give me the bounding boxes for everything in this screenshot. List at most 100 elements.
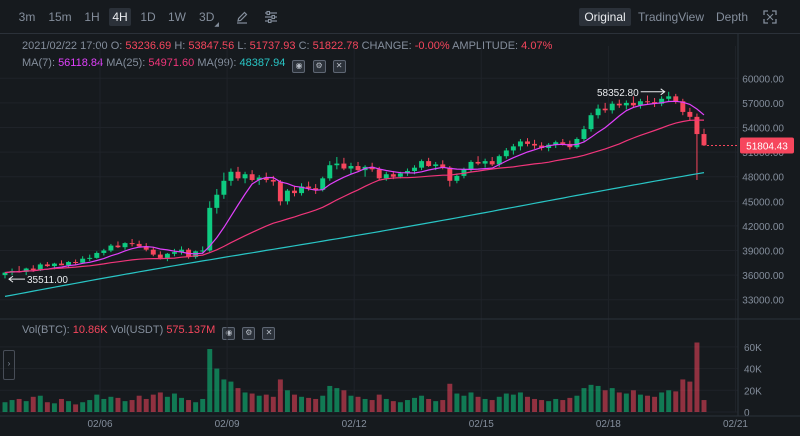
volume-bar (171, 393, 177, 412)
candle-body (348, 166, 354, 169)
volume-bar (292, 394, 297, 412)
volume-bar (666, 390, 672, 412)
candle-body (157, 254, 163, 258)
candle-body (609, 103, 615, 111)
candle-body (292, 190, 297, 194)
interval-1w[interactable]: 1W (168, 10, 186, 24)
high-label: H: (174, 40, 186, 52)
ma25-label: MA(25): (106, 57, 146, 69)
volume-bar (503, 393, 509, 412)
candle-body (574, 138, 580, 148)
ma-close-icon[interactable]: ✕ (332, 60, 346, 73)
candle-body (179, 249, 184, 253)
volume-bar (200, 398, 206, 412)
view-tradingview[interactable]: TradingView (637, 10, 705, 24)
volume-bar (320, 395, 326, 412)
volume-bar (30, 396, 36, 412)
candle-body (164, 253, 170, 258)
candle-body (355, 166, 361, 171)
candle-body (517, 141, 523, 147)
high-marker-label: 58352.80 (597, 88, 639, 99)
candle-body (150, 249, 156, 255)
volume-bar (270, 396, 276, 412)
volume-bar (489, 400, 495, 412)
candle-body (588, 115, 594, 130)
candle-body (59, 263, 64, 266)
volume-bar (567, 397, 573, 412)
volume-bar (334, 388, 340, 412)
ma99-value: 48387.94 (239, 57, 286, 69)
volume-bar (157, 392, 163, 412)
candle-body (320, 178, 326, 190)
interval-3d-label: 3D (199, 10, 215, 24)
volume-bar (108, 396, 114, 412)
vol-close-icon[interactable]: ✕ (262, 327, 276, 340)
fullscreen-icon[interactable] (760, 8, 780, 26)
last-price-text: 51804.43 (746, 142, 788, 153)
ma-settings-gear-icon[interactable]: ⚙ (312, 60, 326, 73)
volume-bar (341, 390, 347, 412)
change-label: CHANGE: (361, 40, 412, 52)
indicator-settings-icon[interactable] (262, 8, 280, 26)
date-axis-label: 02/06 (87, 419, 112, 430)
price-axis-label: 60000.00 (742, 74, 784, 85)
candle-body (616, 103, 622, 106)
interval-15m[interactable]: 15m (48, 10, 72, 24)
volume-bar (553, 398, 559, 412)
candle-body (510, 146, 516, 151)
volume-bar (207, 349, 213, 412)
candle-body (680, 101, 686, 112)
low-value: 51737.93 (249, 40, 296, 52)
candle-body (284, 190, 290, 202)
vol-settings-gear-icon[interactable]: ⚙ (242, 327, 256, 340)
candle-body (397, 173, 403, 177)
volume-bar (235, 388, 241, 412)
candle-body (532, 143, 538, 146)
volume-bar (2, 402, 8, 412)
candle-body (214, 194, 220, 208)
candle-body (80, 258, 86, 263)
view-depth[interactable]: Depth (715, 10, 749, 24)
open-label: O: (110, 40, 123, 52)
candle-body (645, 101, 650, 103)
interval-3m[interactable]: 3m (18, 10, 36, 24)
price-axis-label: 57000.00 (742, 99, 784, 110)
vol-btc-value: 10.86K (72, 324, 108, 336)
candle-body (419, 161, 425, 168)
ma-visibility-eye-icon[interactable]: ◉ (292, 60, 306, 73)
volume-bar (73, 404, 79, 412)
view-original[interactable]: Original (579, 8, 631, 26)
candle-body (447, 167, 453, 181)
volume-bar (249, 393, 255, 412)
toolbar-divider (0, 33, 800, 34)
ma7-line (4, 100, 705, 274)
candle-body (73, 261, 79, 263)
open-value: 53236.69 (125, 40, 172, 52)
volume-bar (525, 396, 530, 412)
volume-bar (694, 342, 700, 412)
low-label: L: (237, 40, 247, 52)
candle-body (560, 142, 566, 144)
candle-body (171, 252, 177, 254)
interval-1d[interactable]: 1D (140, 10, 156, 24)
ma7-value: 56118.84 (58, 57, 104, 69)
candle-body (440, 164, 446, 168)
candle-body (51, 263, 57, 267)
pencil-icon[interactable] (233, 8, 251, 26)
volume-bar (150, 394, 156, 412)
candle-body (503, 150, 509, 157)
interval-3d-dropdown[interactable]: 3D◢ (197, 8, 221, 28)
volume-bar (623, 393, 629, 412)
axes: 60000.00 57000.00 54000.00 51000.00 48000.00… (0, 34, 800, 430)
collapse-panel-handle[interactable]: › (3, 350, 15, 380)
volume-bar (390, 401, 396, 412)
candle-body (426, 161, 432, 167)
candle-body (66, 261, 72, 266)
volume-bar (284, 390, 290, 412)
interval-1h[interactable]: 1H (84, 10, 100, 24)
interval-4h[interactable]: 4H (109, 8, 131, 26)
vol-visibility-eye-icon[interactable]: ◉ (222, 327, 236, 340)
candle-body (270, 179, 276, 182)
candle-body (101, 250, 107, 253)
